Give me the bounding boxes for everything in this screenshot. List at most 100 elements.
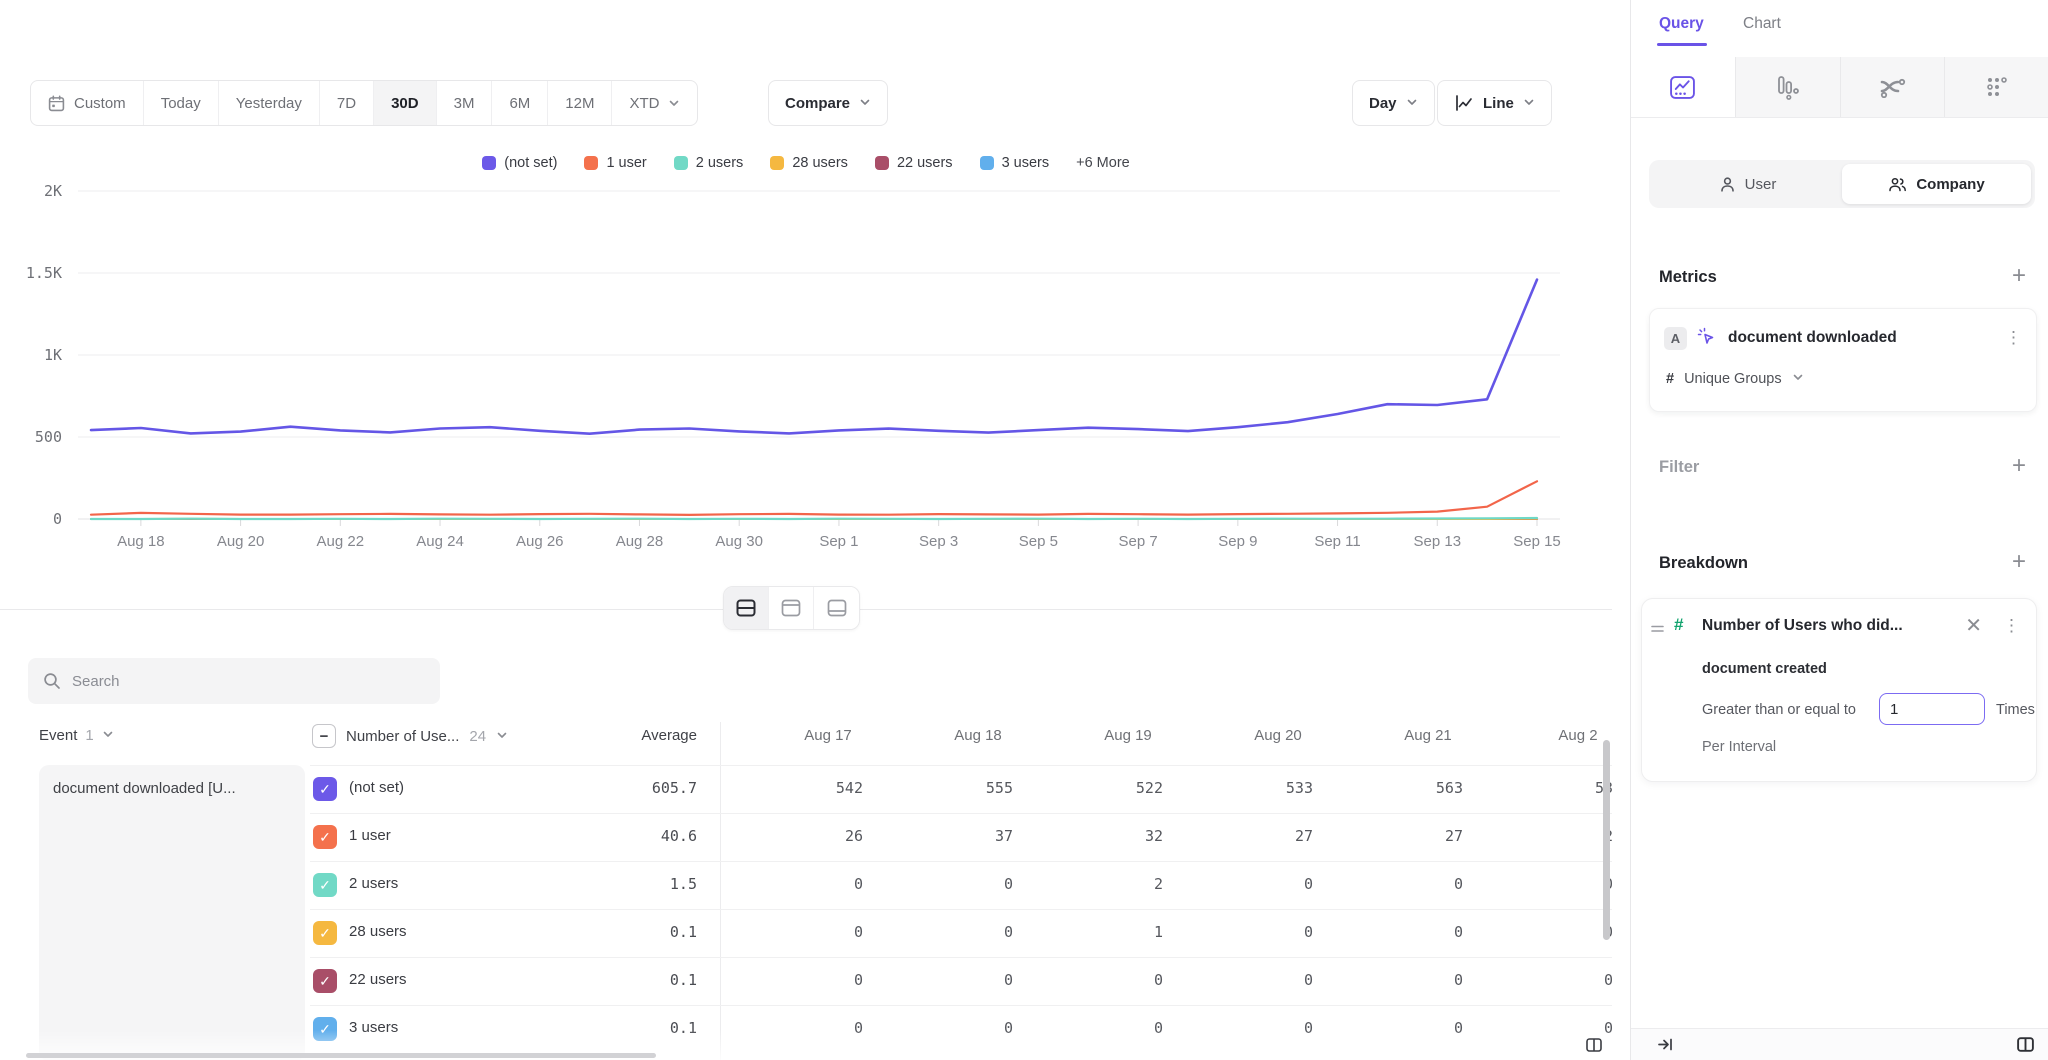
compare-label: Compare xyxy=(785,94,851,112)
compare-button[interactable]: Compare xyxy=(768,80,889,126)
svg-text:Sep 1: Sep 1 xyxy=(819,533,858,550)
range-button-6m[interactable]: 6M xyxy=(492,81,549,125)
row-value: 0 xyxy=(1453,1019,1463,1037)
add-breakdown-button[interactable]: + xyxy=(2011,548,2026,575)
close-icon[interactable]: ✕ xyxy=(1965,615,1982,637)
split-panel-icon[interactable] xyxy=(2016,1035,2035,1059)
table-row: ✓ 28 users 0.1 0 0 1 0 0 0 xyxy=(0,909,1612,957)
legend-item[interactable]: 2 users xyxy=(673,155,743,171)
select-all-checkbox[interactable]: − xyxy=(312,724,336,748)
metric-card[interactable]: A document downloaded ⋮ # Unique Groups xyxy=(1649,308,2037,412)
row-value: 0 xyxy=(853,1019,863,1037)
scope-user[interactable]: User xyxy=(1653,164,1842,204)
vertical-scrollbar[interactable] xyxy=(1603,740,1610,940)
range-button-xtd[interactable]: XTD xyxy=(612,81,697,125)
event-cell[interactable]: document downloaded [U... xyxy=(39,765,305,1060)
legend-item[interactable]: (not set) xyxy=(482,155,557,171)
chevron-down-icon xyxy=(102,727,114,744)
legend-swatch xyxy=(874,156,889,170)
range-button-today[interactable]: Today xyxy=(144,81,219,125)
range-button-3m[interactable]: 3M xyxy=(437,81,493,125)
chart-type-line-chart[interactable] xyxy=(1631,57,1735,117)
panel-layout-icon[interactable] xyxy=(1585,1036,1603,1059)
row-checkbox[interactable]: ✓ xyxy=(313,921,337,945)
series-line xyxy=(89,480,1539,516)
range-button-custom[interactable]: Custom xyxy=(31,81,144,125)
chevron-down-icon xyxy=(496,728,508,745)
chart-type-bar-chart[interactable] xyxy=(1734,57,1840,117)
row-value: 0 xyxy=(853,971,863,989)
layout-button-split-view[interactable] xyxy=(724,587,769,629)
row-value: 2 xyxy=(1503,827,1612,845)
row-checkbox[interactable]: ✓ xyxy=(313,777,337,801)
add-metric-button[interactable]: + xyxy=(2011,262,2026,289)
chart-type-scatter[interactable] xyxy=(1944,57,2048,117)
row-value: 0 xyxy=(1453,875,1463,893)
add-filter-button[interactable]: + xyxy=(2011,452,2026,479)
date-column-header: Aug 2 xyxy=(1558,727,1598,744)
row-label: (not set) xyxy=(349,779,405,796)
layout-button-top-panel-view[interactable] xyxy=(769,587,814,629)
filter-title: Filter xyxy=(1659,458,1700,476)
metric-badge: A xyxy=(1664,327,1687,350)
svg-text:Aug 28: Aug 28 xyxy=(616,533,664,550)
legend-swatch xyxy=(979,156,994,170)
chart-type-flow[interactable] xyxy=(1839,57,1945,117)
legend-more-button[interactable]: +6 More xyxy=(1076,155,1130,171)
breakdown-hash-icon: # xyxy=(1674,615,1684,634)
row-value: 0 xyxy=(1503,923,1612,941)
bar-chart-icon xyxy=(1775,74,1801,100)
tab-chart[interactable]: Chart xyxy=(1743,15,1781,32)
row-value: 0 xyxy=(1503,875,1612,893)
range-button-7d[interactable]: 7D xyxy=(320,81,375,125)
legend-item[interactable]: 22 users xyxy=(874,155,953,171)
search-input[interactable] xyxy=(72,672,425,690)
row-value: 0 xyxy=(853,875,863,893)
row-value: 542 xyxy=(835,779,863,797)
horizontal-scrollbar[interactable] xyxy=(26,1053,656,1058)
row-value: 0 xyxy=(1003,923,1013,941)
legend-swatch xyxy=(770,156,785,170)
row-value: 0 xyxy=(1453,923,1463,941)
series-column-header[interactable]: − Number of Use... 24 xyxy=(312,724,508,748)
range-label: 6M xyxy=(509,94,531,112)
chart-type-button[interactable]: Line xyxy=(1437,80,1552,126)
row-value: 0 xyxy=(1003,875,1013,893)
row-checkbox[interactable]: ✓ xyxy=(313,969,337,993)
scope-company[interactable]: Company xyxy=(1842,164,2031,204)
range-button-30d[interactable]: 30D xyxy=(374,81,437,125)
legend-item[interactable]: 1 user xyxy=(584,155,647,171)
range-label: Yesterday xyxy=(235,94,302,112)
line-chart-icon xyxy=(1669,75,1696,100)
row-value: 2 xyxy=(1153,875,1163,893)
date-range-group: Custom Today Yesterday 7D 30D 3M 6M 12M XTD xyxy=(30,80,699,126)
granularity-button[interactable]: Day xyxy=(1352,80,1435,126)
svg-text:2K: 2K xyxy=(44,182,62,200)
tab-query[interactable]: Query xyxy=(1659,15,1704,32)
range-button-yesterday[interactable]: Yesterday xyxy=(219,81,320,125)
row-checkbox[interactable]: ✓ xyxy=(313,825,337,849)
date-column-header: Aug 21 xyxy=(1404,727,1452,744)
row-checkbox[interactable]: ✓ xyxy=(313,1017,337,1041)
scope-user-label: User xyxy=(1744,175,1777,193)
layout-toggle-group xyxy=(723,586,860,630)
event-column-header[interactable]: Event 1 xyxy=(39,727,114,744)
table-row: ✓ (not set) 605.7 542 555 522 533 563 53 xyxy=(0,765,1612,813)
scope-company-label: Company xyxy=(1916,175,1985,193)
kebab-menu-icon[interactable]: ⋮ xyxy=(2005,328,2022,347)
legend-item[interactable]: 3 users xyxy=(979,155,1049,171)
legend-item[interactable]: 28 users xyxy=(770,155,848,171)
metric-aggregation[interactable]: # Unique Groups xyxy=(1666,371,1804,387)
svg-text:Sep 9: Sep 9 xyxy=(1218,533,1257,550)
drag-handle-icon[interactable] xyxy=(1651,621,1664,639)
svg-text:Sep 7: Sep 7 xyxy=(1119,533,1158,550)
kebab-menu-icon[interactable]: ⋮ xyxy=(2003,616,2020,635)
collapse-panel-icon[interactable] xyxy=(1657,1036,1674,1058)
flow-icon xyxy=(1878,76,1906,98)
range-label: Custom xyxy=(74,94,126,112)
row-checkbox[interactable]: ✓ xyxy=(313,873,337,897)
layout-button-bottom-panel-view[interactable] xyxy=(814,587,859,629)
times-value-input[interactable] xyxy=(1879,693,1985,725)
range-button-12m[interactable]: 12M xyxy=(548,81,613,125)
